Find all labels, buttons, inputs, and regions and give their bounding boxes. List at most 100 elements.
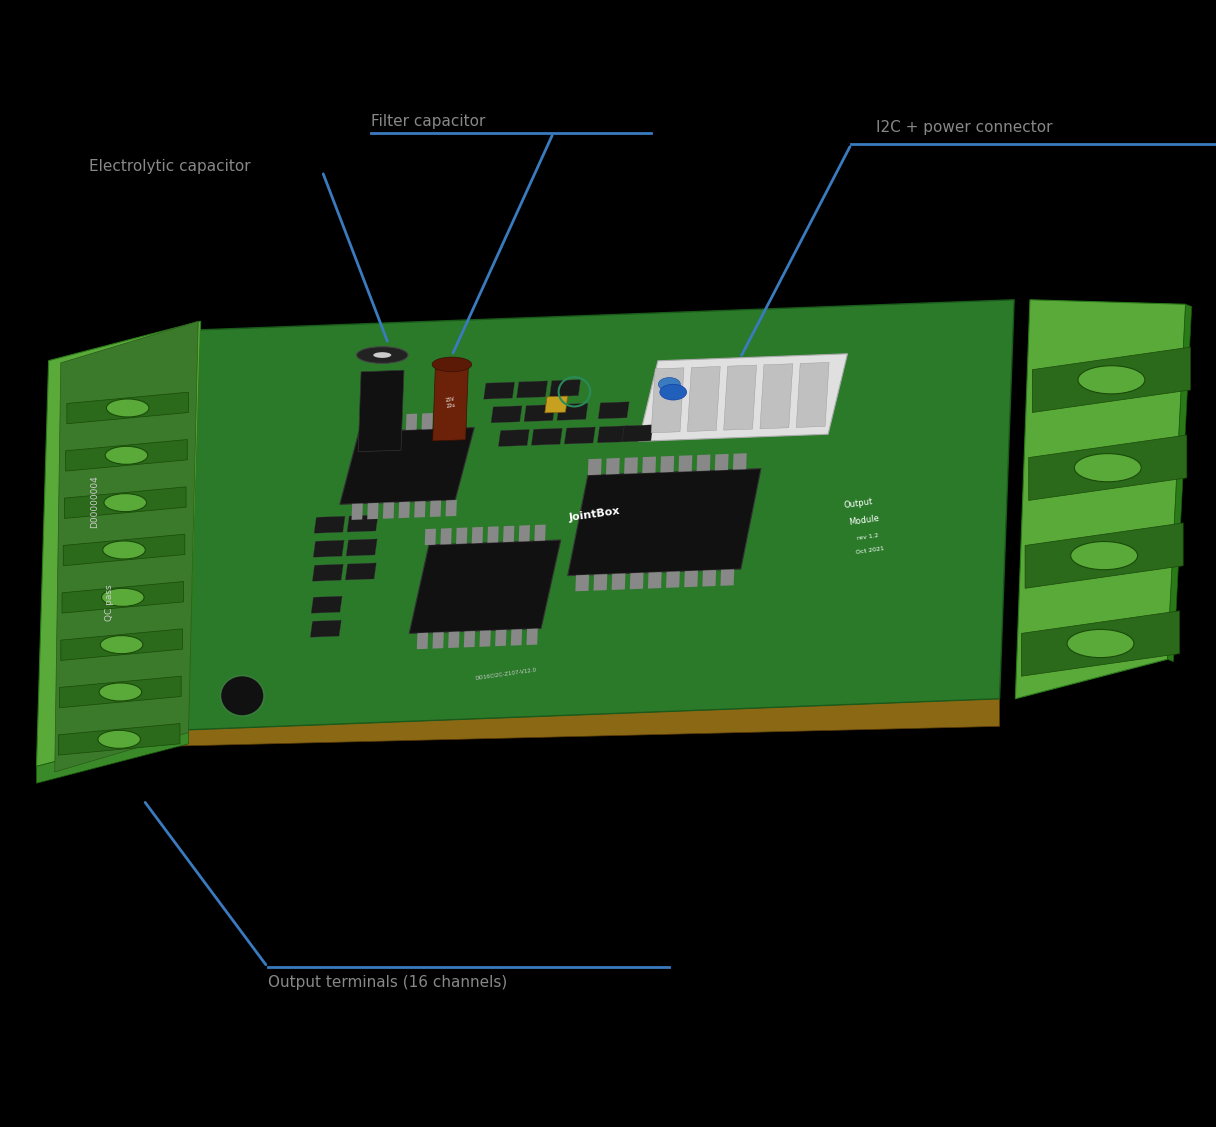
Polygon shape — [651, 367, 683, 433]
Ellipse shape — [107, 399, 148, 417]
Polygon shape — [491, 406, 522, 423]
Polygon shape — [720, 569, 734, 586]
Polygon shape — [479, 630, 491, 647]
Text: Filter capacitor: Filter capacitor — [371, 114, 485, 130]
Polygon shape — [697, 454, 710, 471]
Polygon shape — [703, 570, 716, 586]
Ellipse shape — [432, 357, 472, 372]
Polygon shape — [630, 573, 643, 589]
Polygon shape — [564, 427, 596, 444]
Polygon shape — [568, 469, 761, 576]
Polygon shape — [433, 632, 444, 649]
Polygon shape — [347, 539, 377, 556]
Polygon shape — [55, 321, 198, 772]
Polygon shape — [1015, 300, 1186, 699]
Polygon shape — [359, 416, 370, 432]
Text: 25V
22u: 25V 22u — [445, 397, 456, 409]
Polygon shape — [524, 405, 554, 421]
Ellipse shape — [102, 541, 146, 559]
Ellipse shape — [101, 588, 143, 606]
Polygon shape — [409, 540, 561, 633]
Polygon shape — [415, 502, 426, 517]
Polygon shape — [339, 427, 474, 505]
Polygon shape — [621, 425, 653, 442]
Polygon shape — [406, 414, 417, 431]
Polygon shape — [424, 529, 437, 545]
Text: Output: Output — [843, 497, 873, 511]
Ellipse shape — [1075, 453, 1141, 481]
Polygon shape — [1032, 347, 1190, 412]
Polygon shape — [375, 415, 385, 432]
Text: D00000004: D00000004 — [90, 476, 100, 527]
Polygon shape — [345, 562, 376, 580]
Polygon shape — [724, 365, 756, 431]
Polygon shape — [715, 454, 728, 470]
Polygon shape — [62, 582, 184, 613]
Ellipse shape — [660, 384, 687, 400]
Polygon shape — [399, 502, 410, 518]
Polygon shape — [642, 456, 655, 473]
Polygon shape — [557, 403, 589, 420]
Polygon shape — [61, 629, 182, 660]
Polygon shape — [484, 382, 514, 399]
Polygon shape — [175, 699, 1000, 746]
Text: Oct 2021: Oct 2021 — [855, 545, 884, 554]
Polygon shape — [472, 527, 483, 543]
Polygon shape — [685, 570, 698, 587]
Ellipse shape — [103, 494, 147, 512]
Ellipse shape — [356, 347, 409, 363]
Polygon shape — [311, 596, 342, 613]
Text: QC pass: QC pass — [105, 585, 114, 621]
Polygon shape — [660, 456, 674, 472]
Polygon shape — [314, 540, 344, 557]
Polygon shape — [313, 565, 343, 582]
Polygon shape — [587, 459, 602, 476]
Text: Output terminals (16 channels): Output terminals (16 channels) — [268, 975, 507, 991]
Polygon shape — [67, 392, 188, 424]
Polygon shape — [666, 571, 680, 588]
Polygon shape — [488, 526, 499, 543]
Polygon shape — [760, 364, 793, 428]
Polygon shape — [36, 727, 188, 783]
Polygon shape — [351, 504, 362, 520]
Polygon shape — [550, 380, 580, 397]
Polygon shape — [422, 414, 433, 429]
Polygon shape — [383, 503, 394, 518]
Text: JointBox: JointBox — [568, 506, 621, 523]
Polygon shape — [36, 321, 201, 766]
Polygon shape — [1021, 611, 1180, 676]
Ellipse shape — [1068, 629, 1133, 657]
Text: Module: Module — [848, 514, 880, 527]
Polygon shape — [449, 631, 460, 648]
Polygon shape — [519, 525, 530, 542]
Polygon shape — [648, 573, 662, 588]
Polygon shape — [679, 455, 692, 472]
Polygon shape — [463, 631, 475, 647]
Polygon shape — [390, 415, 401, 431]
Text: I2C + power connector: I2C + power connector — [876, 119, 1052, 135]
Polygon shape — [417, 632, 428, 649]
Text: Electrolytic capacitor: Electrolytic capacitor — [89, 159, 250, 175]
Polygon shape — [359, 370, 404, 452]
Polygon shape — [347, 515, 378, 532]
Polygon shape — [64, 487, 186, 518]
Polygon shape — [612, 574, 625, 589]
Polygon shape — [58, 724, 180, 755]
Polygon shape — [606, 458, 620, 474]
Polygon shape — [499, 429, 529, 446]
Polygon shape — [175, 300, 1014, 730]
Polygon shape — [733, 453, 747, 470]
Text: DO16CI2C-Z107-V12.0: DO16CI2C-Z107-V12.0 — [475, 667, 537, 681]
Polygon shape — [452, 411, 465, 428]
Polygon shape — [796, 363, 829, 427]
Polygon shape — [687, 366, 720, 432]
Ellipse shape — [97, 730, 141, 748]
Polygon shape — [495, 630, 506, 646]
Polygon shape — [527, 629, 537, 645]
Polygon shape — [511, 629, 522, 646]
Ellipse shape — [98, 683, 141, 701]
Polygon shape — [517, 381, 547, 398]
Polygon shape — [638, 354, 848, 442]
Polygon shape — [1029, 435, 1187, 500]
Ellipse shape — [1077, 365, 1145, 393]
